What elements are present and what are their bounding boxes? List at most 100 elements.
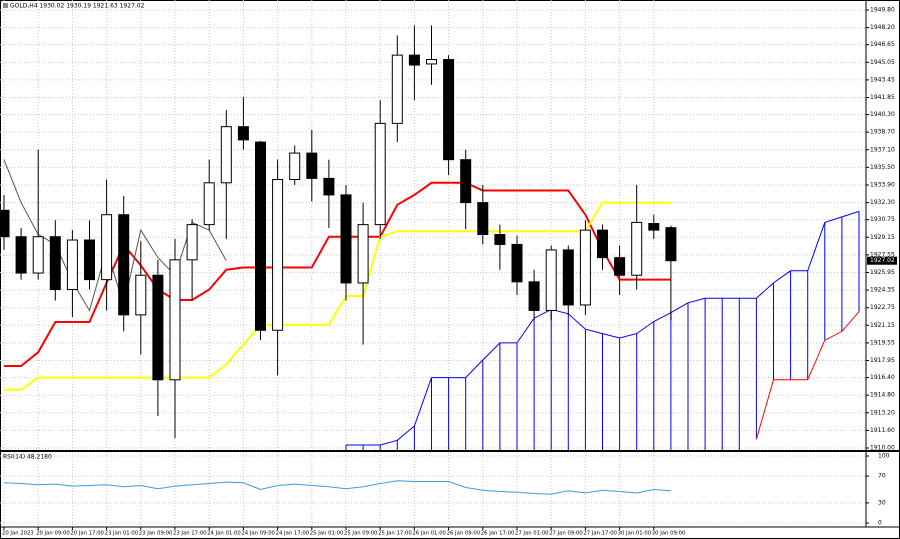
x-tick-label: 27 Jan 17:00 (583, 531, 617, 537)
candle-body (408, 54, 420, 66)
y-tick-label: 1929.15 (870, 234, 895, 241)
candle-body (597, 229, 608, 259)
marks (0, 25, 860, 495)
x-tick-label: 26 Jan 17:00 (481, 531, 515, 537)
y-tick-label: 1943.45 (870, 76, 895, 83)
candle-body (135, 274, 147, 316)
candle-body (237, 126, 249, 141)
y-tick-label: 1946.65 (870, 41, 895, 48)
x-tick-label: 20 Jan 09:00 (36, 531, 70, 537)
y-tick-label: 1949.80 (870, 7, 895, 14)
y-tick-label: 1924.35 (870, 287, 895, 294)
x-tick-label: 27 Jan 09:00 (549, 531, 583, 537)
candle-body (579, 229, 591, 306)
x-tick-label: 24 Jan 17:00 (276, 531, 310, 537)
y-tick-label: 1938.70 (870, 129, 895, 136)
candle-body (426, 59, 437, 65)
y-tick-label: 1940.30 (870, 111, 895, 118)
y-tick-label: 1941.85 (870, 94, 895, 101)
x-tick-label: 23 Jan 01:00 (105, 531, 139, 537)
price-box (867, 256, 897, 265)
candle-body (169, 259, 181, 381)
chart-title: GOLD,H4 1930.02 1930.19 1921.63 1927.02 (10, 3, 145, 10)
candle-body (648, 223, 660, 231)
x-tick-label: 25 Jan 09:00 (344, 531, 378, 537)
candle-body (340, 194, 352, 284)
y-tick-label: 1937.10 (870, 146, 895, 153)
candle-body (0, 209, 10, 238)
y-tick-label: 1948.20 (870, 24, 895, 31)
y-tick-label: 1911.60 (870, 427, 895, 434)
y-tick-label: 1927.55 (870, 251, 895, 258)
x-tick-label: 20 Jan 17:00 (70, 531, 104, 537)
y-tick-label: 1930.75 (870, 216, 895, 223)
candle-body (357, 224, 369, 284)
x-tick-label: 27 Jan 01:00 (515, 531, 549, 537)
x-tick-label: 25 Jan 17:00 (378, 531, 412, 537)
symbol-icon (3, 3, 8, 8)
y-tick-label: 1925.95 (870, 269, 895, 276)
candle-body (272, 178, 284, 331)
x-tick-label: 24 Jan 09:00 (241, 531, 275, 537)
candle-body (255, 141, 266, 331)
y-tick-label: 1914.80 (870, 392, 895, 399)
rsi-line (3, 480, 671, 495)
y-tick-label: 1945.05 (870, 59, 895, 66)
y-tick-label: 100 (878, 453, 890, 460)
y-tick-label: 1910.00 (870, 445, 895, 452)
candle-body (32, 236, 44, 274)
y-tick-label: 1921.15 (870, 322, 895, 329)
candle-body (477, 202, 489, 236)
price-label: 1927.02 (870, 257, 895, 264)
indicator-line (4, 201, 671, 391)
y-tick-label: 1935.50 (870, 164, 895, 171)
x-tick-label: 26 Jan 09:00 (447, 531, 481, 537)
candle-body (460, 159, 472, 204)
y-tick-label: 1917.95 (870, 357, 895, 364)
candle-body (323, 177, 335, 196)
x-tick-label: 25 Jan 01:00 (310, 531, 344, 537)
x-tick-label: 30 Jan 01:00 (618, 531, 652, 537)
y-tick-label: 1933.90 (870, 181, 895, 188)
candle-body (66, 239, 78, 291)
candle-body (152, 274, 164, 381)
candle-body (306, 152, 318, 179)
candle-body (631, 221, 643, 276)
x-tick-label: 24 Jan 01:00 (207, 531, 241, 537)
candle-body (49, 236, 61, 291)
y-tick-label: 1913.20 (870, 409, 895, 416)
x-tick-label: 23 Jan 17:00 (173, 531, 207, 537)
candle-body (186, 224, 198, 261)
candle-body (391, 54, 403, 124)
x-tick-label: 20 Jan 2023 (2, 531, 34, 537)
candle-body (443, 59, 455, 161)
y-tick-label: 1922.75 (870, 304, 895, 311)
candle-body (374, 122, 386, 226)
labels: GOLD,H4 1930.02 1930.19 1921.63 1927.02 … (2, 3, 897, 537)
y-tick-label: 30 (878, 499, 886, 506)
candle-body (203, 182, 215, 226)
indicator-line (755, 311, 860, 440)
x-tick-label: 26 Jan 01:00 (412, 531, 446, 537)
candle-body (494, 234, 506, 245)
y-tick-label: 70 (878, 473, 886, 480)
candle-body (118, 214, 130, 316)
x-tick-label: 30 Jan 09:00 (652, 531, 686, 537)
candle-body (614, 257, 626, 276)
indicator-line (4, 181, 671, 367)
candle-body (562, 249, 574, 306)
x-tick-label: 23 Jan 09:00 (139, 531, 173, 537)
candle-body (101, 214, 113, 281)
y-tick-label: 1932.30 (870, 199, 895, 206)
candle-body (665, 227, 677, 262)
y-tick-label: 1916.40 (870, 374, 895, 381)
candle-body (220, 126, 232, 184)
y-tick-label: 1919.55 (870, 339, 895, 346)
candle-body (511, 243, 523, 283)
y-tick-label: 0 (878, 520, 882, 527)
candle-body (289, 152, 301, 180)
candle-body (545, 249, 557, 311)
candle-body (84, 239, 95, 281)
